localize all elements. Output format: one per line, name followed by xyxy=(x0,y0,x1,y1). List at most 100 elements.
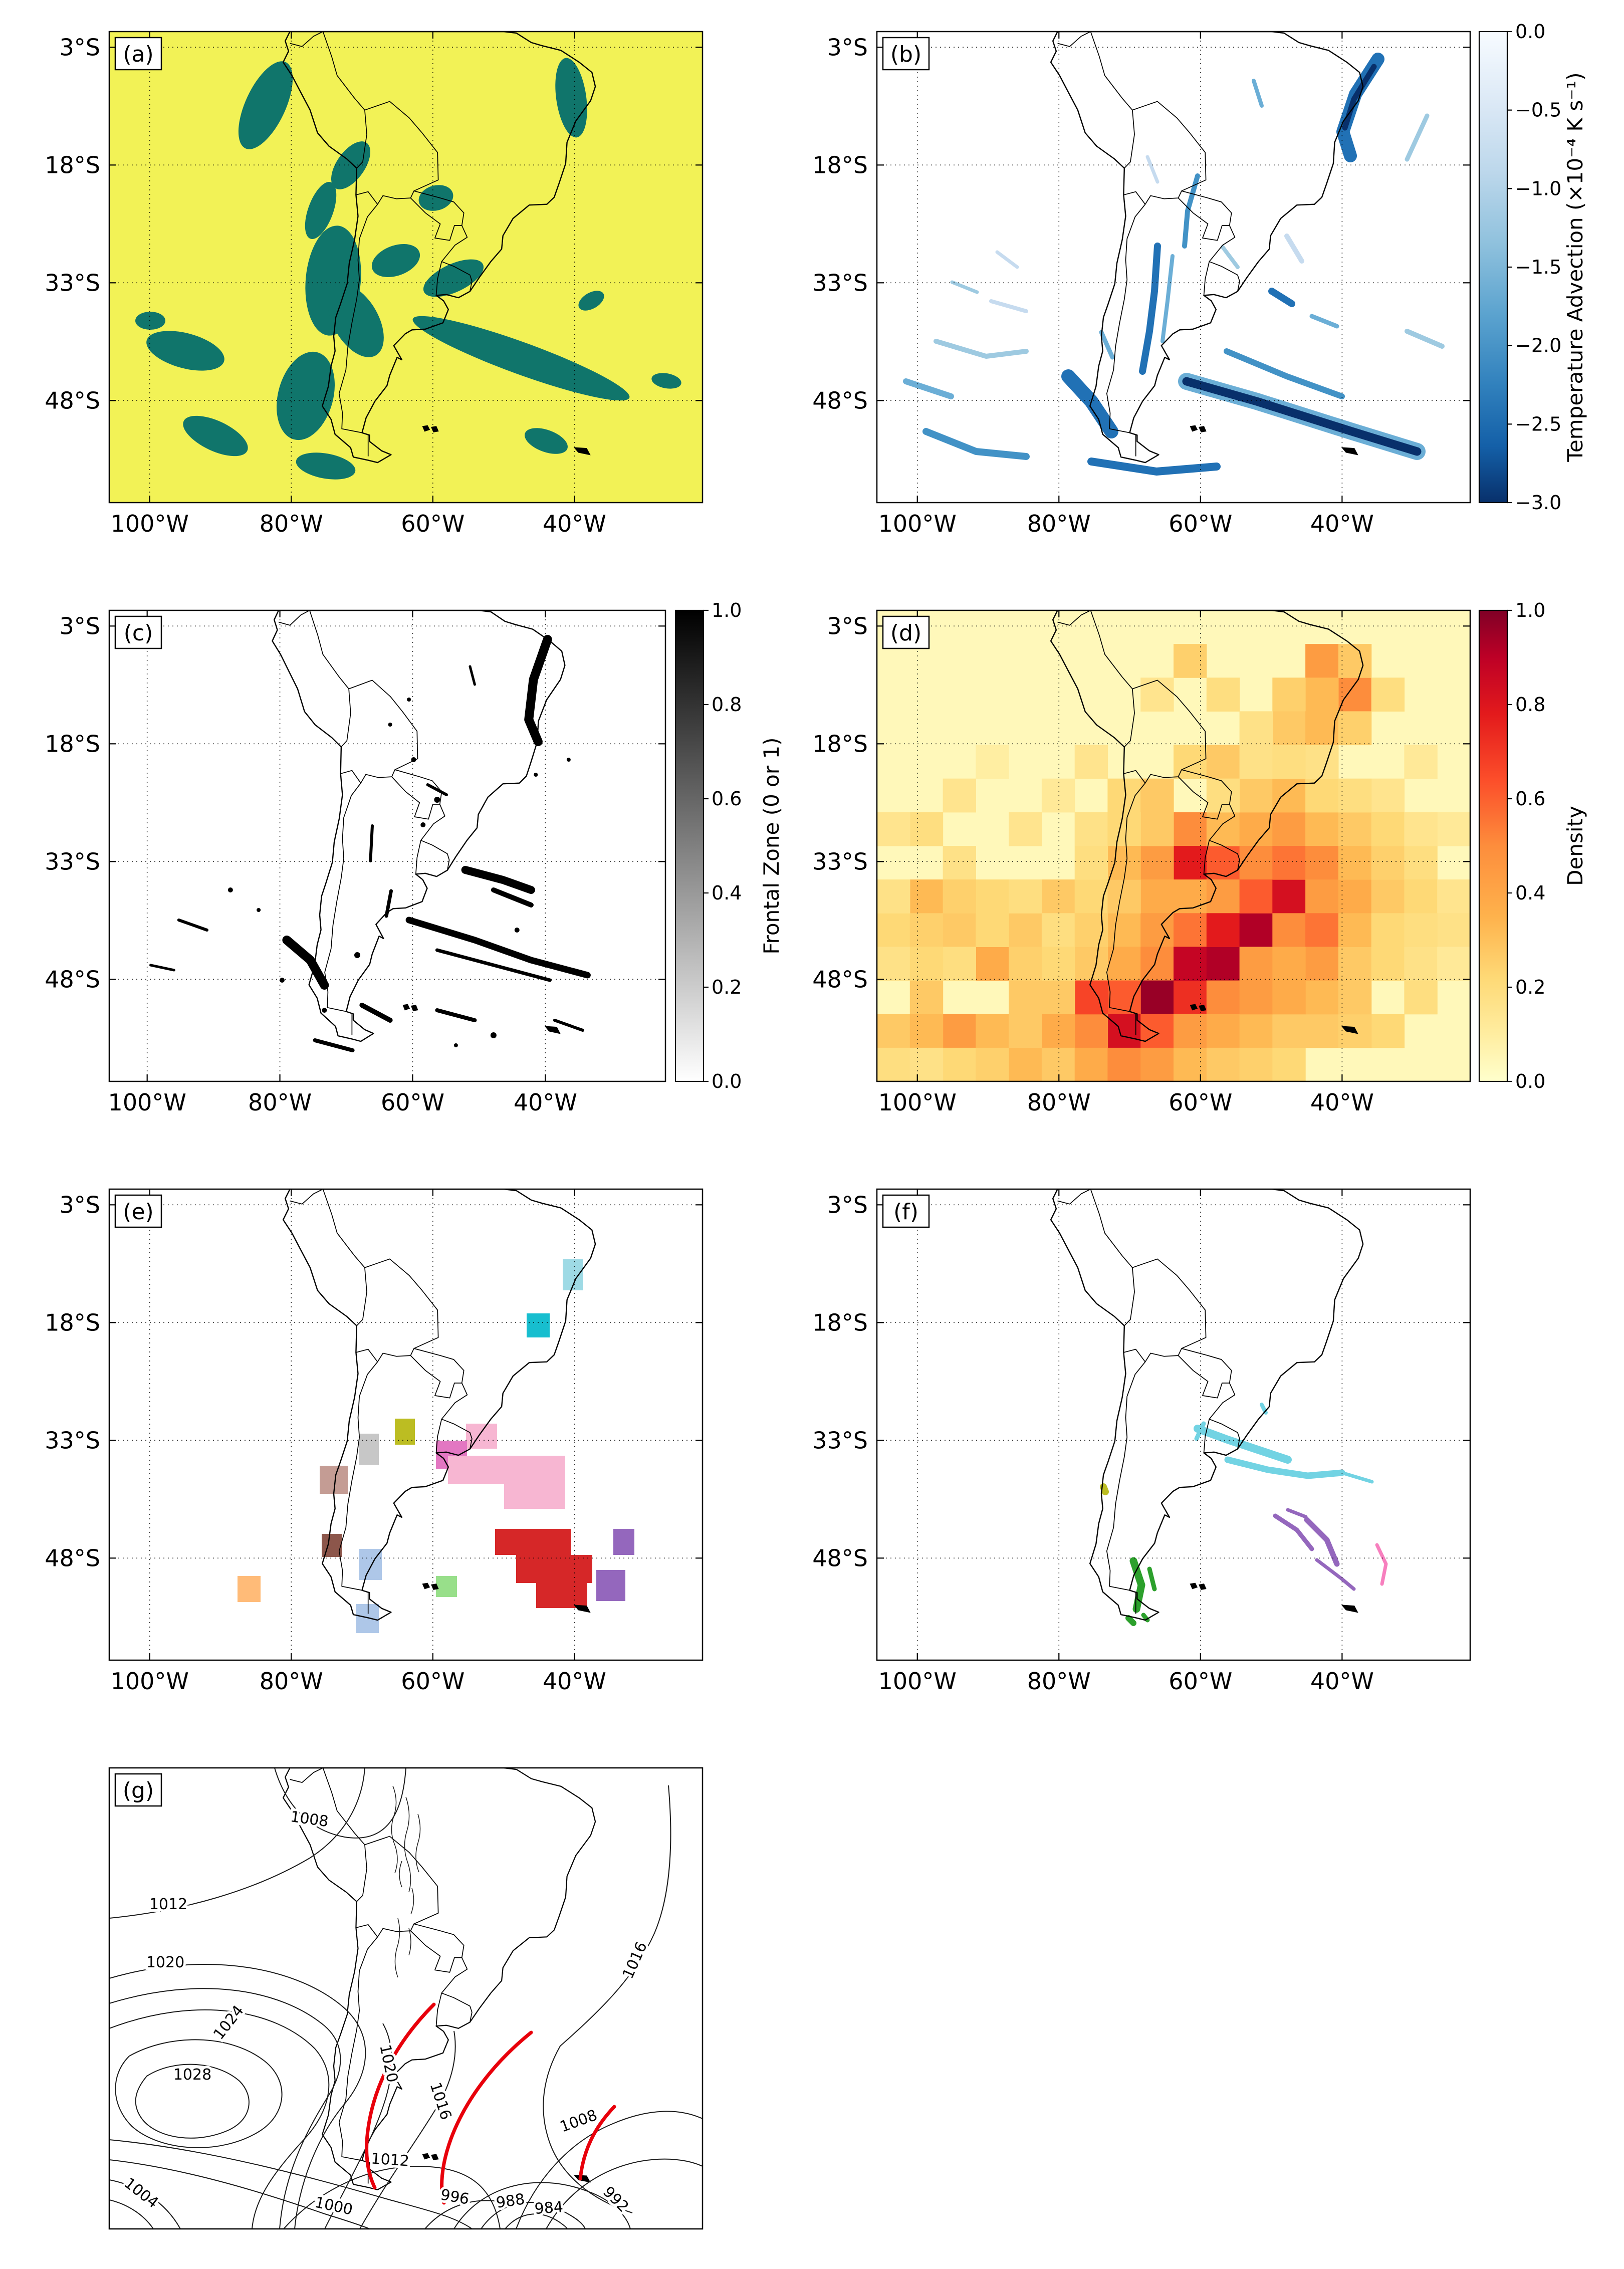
country-border xyxy=(1090,32,1135,169)
density-cell xyxy=(1239,947,1273,981)
density-cell xyxy=(1107,846,1141,880)
frontal-zone-dot xyxy=(420,822,426,827)
frontal-zone-dot xyxy=(257,908,261,912)
density-cell xyxy=(1305,778,1339,813)
density-cell xyxy=(1404,913,1438,947)
density-cell xyxy=(877,812,910,846)
advection-filament xyxy=(922,428,1030,460)
colorbar-tick-label: 0.2 xyxy=(1515,976,1545,998)
density-cell xyxy=(1107,947,1141,981)
colorbar-c: 1.0 0.8 0.6 0.4 0.2 0.0 Frontal Zone (0 or 1) xyxy=(674,599,784,1092)
lat-tick-label: 18°S xyxy=(812,151,868,178)
lat-tick-label: 18°S xyxy=(45,730,100,757)
colorbar-title: Temperature Advection (×10⁻⁴ K s⁻¹) xyxy=(1563,72,1587,462)
orography-contour xyxy=(415,1813,421,1873)
cluster-patch xyxy=(359,1434,379,1465)
lon-tick-label: 60°W xyxy=(1169,1668,1232,1695)
frontal-region-blob xyxy=(371,244,420,277)
colorbar-tick-label: 0.0 xyxy=(1515,21,1545,43)
density-cell xyxy=(1305,745,1339,779)
density-cell xyxy=(1437,879,1470,914)
island xyxy=(544,1026,561,1034)
frontal-zone-mark xyxy=(524,635,552,746)
density-cell xyxy=(1305,846,1339,880)
lat-tick-label: 3°S xyxy=(827,612,868,639)
density-cell xyxy=(1272,711,1306,746)
density-cell xyxy=(1074,980,1108,1015)
density-cell xyxy=(1206,1047,1240,1081)
advection-filament xyxy=(1224,348,1345,399)
isobar-contour xyxy=(109,2199,154,2229)
cluster-filament xyxy=(1315,1558,1356,1591)
isobar-contour xyxy=(324,2023,392,2229)
island xyxy=(422,2153,430,2160)
density-cell xyxy=(1239,879,1273,914)
density-cell xyxy=(1338,778,1372,813)
lat-tick-label: 3°S xyxy=(827,34,868,61)
advection-filament xyxy=(1139,243,1161,375)
country-border xyxy=(322,1189,367,1326)
density-cell xyxy=(1404,745,1438,779)
density-cell xyxy=(1009,1014,1042,1048)
south-america-coastline xyxy=(1050,610,1364,1042)
cluster-patch xyxy=(613,1529,634,1555)
colorbar-tick-label: 0.2 xyxy=(712,976,742,998)
cluster-patch xyxy=(527,1313,550,1337)
lon-tick-label: 60°W xyxy=(381,1089,444,1116)
density-cell xyxy=(909,812,944,846)
country-border xyxy=(338,1936,378,2161)
country-border xyxy=(420,840,450,870)
density-cell xyxy=(877,1047,910,1081)
density-cell xyxy=(1305,913,1339,947)
density-cell xyxy=(976,745,1009,779)
lat-tick-label: 33°S xyxy=(45,848,100,875)
isobar-contour xyxy=(274,1768,406,1839)
colorbar-tick-label: −3.0 xyxy=(1515,492,1561,514)
island xyxy=(1199,1583,1207,1590)
density-cell xyxy=(1272,947,1306,981)
panel-frame xyxy=(876,1188,1471,1661)
country-border xyxy=(441,1419,473,1449)
cluster-filament xyxy=(1194,1425,1292,1464)
frontal-zone-dot xyxy=(354,952,360,958)
density-cell xyxy=(943,1014,976,1048)
lon-tick-label: 100°W xyxy=(878,1089,957,1116)
isobar-contour xyxy=(109,2159,370,2229)
density-cell xyxy=(1140,1047,1174,1081)
colorbar-tick-label: −0.5 xyxy=(1515,99,1561,121)
isobar-contour xyxy=(481,2202,586,2229)
frontal-zone-dot xyxy=(490,1032,497,1038)
density-cell xyxy=(909,980,944,1015)
front-line xyxy=(365,2002,436,2190)
density-cell xyxy=(1338,846,1372,880)
density-cell xyxy=(1338,879,1372,914)
country-border xyxy=(1057,32,1091,47)
density-cell xyxy=(1239,980,1273,1015)
country-border xyxy=(1057,1189,1091,1205)
orography-contour xyxy=(394,1918,400,1978)
lon-tick-label: 80°W xyxy=(248,1089,312,1116)
lon-tick-label: 60°W xyxy=(401,1668,465,1695)
cluster-patch xyxy=(395,1419,415,1445)
density-cell xyxy=(1009,980,1042,1015)
density-cell xyxy=(1338,947,1372,981)
density-cell xyxy=(1272,1047,1306,1081)
frontal-zone-dot xyxy=(407,698,411,702)
panel-g-background xyxy=(109,1768,703,2229)
colorbar-tick-label: −2.5 xyxy=(1515,413,1561,435)
lat-tick-label: 33°S xyxy=(45,1427,100,1454)
south-america-coastline xyxy=(282,1189,596,1621)
density-cell xyxy=(976,1014,1009,1048)
panel-label: (a) xyxy=(123,42,153,67)
density-cell xyxy=(1206,1014,1240,1048)
lat-tick-label: 18°S xyxy=(45,151,100,178)
country-border xyxy=(290,32,323,47)
country-border xyxy=(1209,840,1240,870)
panel-c-background xyxy=(109,610,665,1081)
frontal-region-blob xyxy=(328,284,384,357)
frontal-zone-mark xyxy=(491,887,534,907)
colorbar-gradient xyxy=(1478,609,1508,1082)
panel-e: 100°W 80°W 60°W 40°W 3°S 18°S 33°S 48°S (e) xyxy=(45,1188,704,1695)
density-cell xyxy=(1371,846,1405,880)
